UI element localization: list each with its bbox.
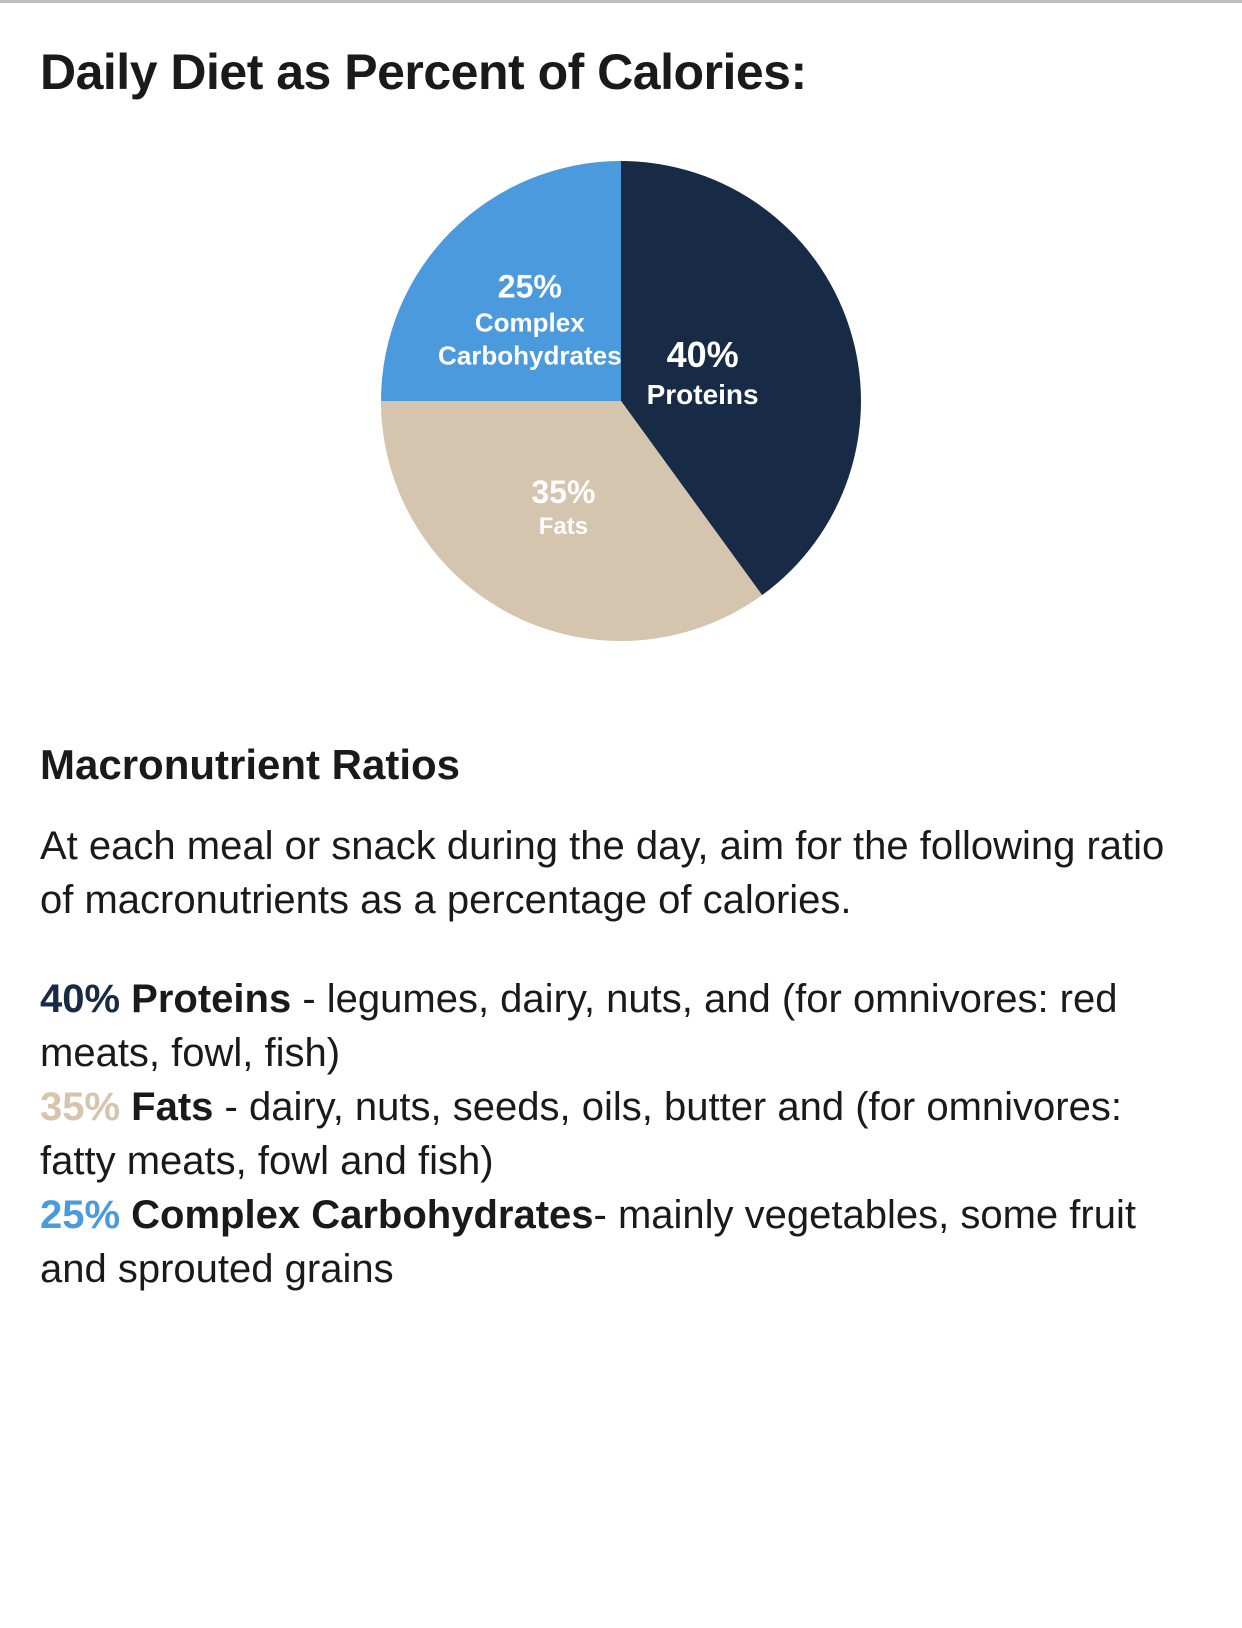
intro-text: At each meal or snack during the day, ai… <box>40 819 1202 927</box>
ratio-percent: 35% <box>40 1085 131 1129</box>
ratio-name: Complex Carbohydrates <box>131 1193 593 1237</box>
pie-label-name: Fats <box>531 512 595 542</box>
pie-chart: 40%Proteins 35%Fats 25%ComplexCarbohydrate… <box>381 161 861 641</box>
section-title: Macronutrient Ratios <box>40 741 1202 789</box>
pie-label-pct: 25% <box>438 267 622 307</box>
ratio-percent: 40% <box>40 977 131 1021</box>
pie-label-proteins: 40%Proteins <box>647 332 759 412</box>
pie-label-name: Proteins <box>647 377 759 412</box>
ratio-name: Proteins <box>131 977 291 1021</box>
ratio-name: Fats <box>131 1085 213 1129</box>
pie-label-pct: 35% <box>531 472 595 512</box>
page-title: Daily Diet as Percent of Calories: <box>40 43 1202 101</box>
ratio-line: 35% Fats - dairy, nuts, seeds, oils, but… <box>40 1080 1202 1188</box>
pie-chart-container: 40%Proteins 35%Fats 25%ComplexCarbohydrate… <box>40 161 1202 641</box>
ratio-line: 25% Complex Carbohydrates- mainly vegeta… <box>40 1188 1202 1296</box>
page: Daily Diet as Percent of Calories: 40%Pr… <box>0 0 1242 1356</box>
pie-label-name: Complex <box>438 307 622 340</box>
pie-label-pct: 40% <box>647 332 759 377</box>
pie-label-name: Carbohydrates <box>438 339 622 372</box>
ratio-line: 40% Proteins - legumes, dairy, nuts, and… <box>40 972 1202 1080</box>
ratio-percent: 25% <box>40 1193 131 1237</box>
pie-label-carbs: 25%ComplexCarbohydrates <box>438 267 622 372</box>
pie-svg <box>381 161 861 641</box>
ratio-list: 40% Proteins - legumes, dairy, nuts, and… <box>40 972 1202 1296</box>
pie-label-fats: 35%Fats <box>531 472 595 542</box>
